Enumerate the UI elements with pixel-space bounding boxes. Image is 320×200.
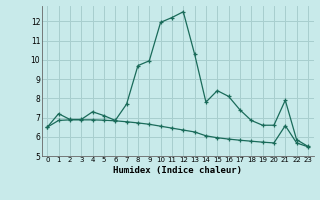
X-axis label: Humidex (Indice chaleur): Humidex (Indice chaleur) bbox=[113, 166, 242, 175]
